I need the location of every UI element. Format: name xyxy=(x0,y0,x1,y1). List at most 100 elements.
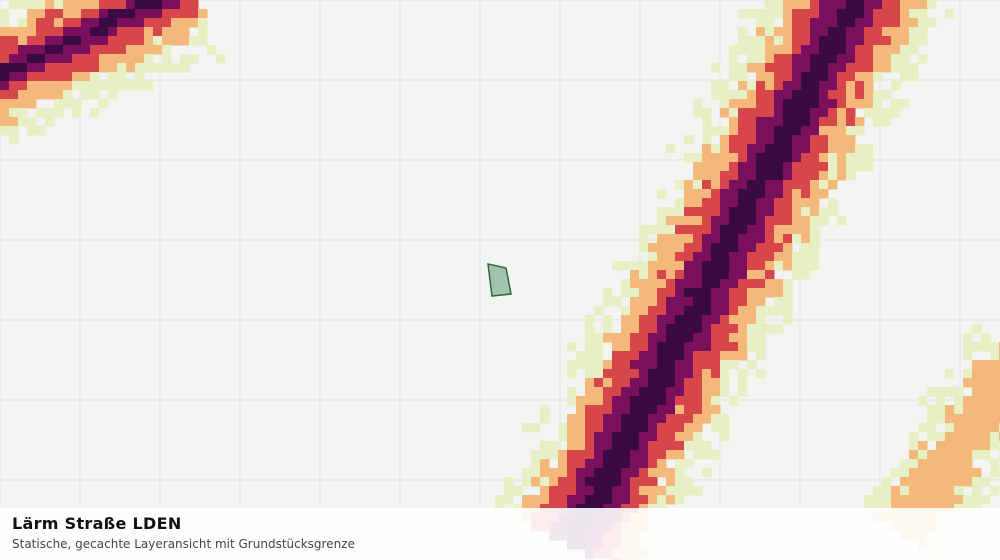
noise-cell xyxy=(963,432,973,442)
noise-cell xyxy=(882,486,892,496)
noise-cell xyxy=(729,144,739,154)
noise-cell xyxy=(972,450,982,460)
noise-cell xyxy=(738,279,748,289)
noise-cell xyxy=(684,216,694,226)
noise-cell xyxy=(792,261,802,271)
noise-cell xyxy=(603,414,613,424)
noise-cell xyxy=(198,27,208,37)
noise-cell xyxy=(711,207,721,217)
noise-cell xyxy=(702,324,712,334)
noise-cell xyxy=(594,306,604,316)
noise-cell xyxy=(810,162,820,172)
noise-cell xyxy=(972,423,982,433)
noise-cell xyxy=(162,63,172,73)
noise-cell xyxy=(846,27,856,37)
noise-cell xyxy=(864,162,874,172)
noise-cell xyxy=(909,450,919,460)
noise-cell xyxy=(801,144,811,154)
noise-cell xyxy=(72,9,82,19)
noise-cell xyxy=(666,423,676,433)
noise-cell xyxy=(729,180,739,190)
noise-cell xyxy=(864,18,874,28)
noise-cell xyxy=(189,0,199,10)
noise-cell xyxy=(765,225,775,235)
noise-cell xyxy=(882,0,892,10)
parcel-boundary[interactable] xyxy=(487,263,512,297)
noise-cell xyxy=(783,45,793,55)
noise-cell xyxy=(711,450,721,460)
noise-cell xyxy=(702,243,712,253)
noise-cell xyxy=(684,333,694,343)
noise-cell xyxy=(621,432,631,442)
noise-cell xyxy=(126,9,136,19)
noise-cell xyxy=(180,63,190,73)
noise-cell xyxy=(603,468,613,478)
noise-cell xyxy=(990,432,1000,442)
noise-cell xyxy=(711,396,721,406)
noise-cell xyxy=(801,18,811,28)
noise-cell xyxy=(531,450,541,460)
noise-cell xyxy=(747,279,757,289)
noise-cell xyxy=(819,54,829,64)
noise-cell xyxy=(765,189,775,199)
noise-cell xyxy=(540,441,550,451)
noise-cell xyxy=(648,351,658,361)
noise-cell xyxy=(621,441,631,451)
noise-cell xyxy=(702,414,712,424)
noise-cell xyxy=(909,0,919,10)
noise-cell xyxy=(666,414,676,424)
noise-cell xyxy=(792,9,802,19)
noise-cell xyxy=(621,450,631,460)
noise-cell xyxy=(909,9,919,19)
noise-cell xyxy=(639,414,649,424)
noise-cell xyxy=(783,279,793,289)
noise-cell xyxy=(729,396,739,406)
noise-cell xyxy=(792,36,802,46)
noise-cell xyxy=(873,27,883,37)
noise-cell xyxy=(693,360,703,370)
noise-cell xyxy=(756,225,766,235)
noise-cell xyxy=(738,387,748,397)
noise-cell xyxy=(675,243,685,253)
noise-cell xyxy=(729,162,739,172)
noise-cell xyxy=(810,144,820,154)
noise-cell xyxy=(819,18,829,28)
noise-cell xyxy=(945,432,955,442)
noise-cell xyxy=(855,63,865,73)
noise-cell xyxy=(576,396,586,406)
noise-cell xyxy=(720,306,730,316)
noise-cell xyxy=(684,288,694,298)
noise-cell xyxy=(891,45,901,55)
noise-cell xyxy=(666,333,676,343)
noise-cell xyxy=(900,99,910,109)
noise-cell xyxy=(72,18,82,28)
noise-cell xyxy=(810,63,820,73)
noise-cell xyxy=(693,423,703,433)
noise-cell xyxy=(846,117,856,127)
noise-cell xyxy=(702,126,712,136)
noise-cell xyxy=(54,0,64,10)
noise-cell xyxy=(684,396,694,406)
noise-cell xyxy=(792,207,802,217)
noise-cell xyxy=(90,81,100,91)
noise-cell xyxy=(711,243,721,253)
noise-cell xyxy=(162,27,172,37)
noise-cell xyxy=(117,54,127,64)
noise-cell xyxy=(792,54,802,64)
noise-cell xyxy=(720,270,730,280)
noise-cell xyxy=(504,495,514,505)
noise-cell xyxy=(729,90,739,100)
noise-cell xyxy=(900,72,910,82)
noise-cell xyxy=(603,324,613,334)
noise-cell xyxy=(585,432,595,442)
noise-cell xyxy=(36,0,46,10)
noise-cell xyxy=(729,126,739,136)
noise-cell xyxy=(9,117,19,127)
noise-cell xyxy=(855,45,865,55)
noise-cell xyxy=(801,189,811,199)
noise-cell xyxy=(630,351,640,361)
noise-cell xyxy=(954,459,964,469)
noise-cell xyxy=(675,324,685,334)
noise-cell xyxy=(702,360,712,370)
noise-cell xyxy=(720,333,730,343)
